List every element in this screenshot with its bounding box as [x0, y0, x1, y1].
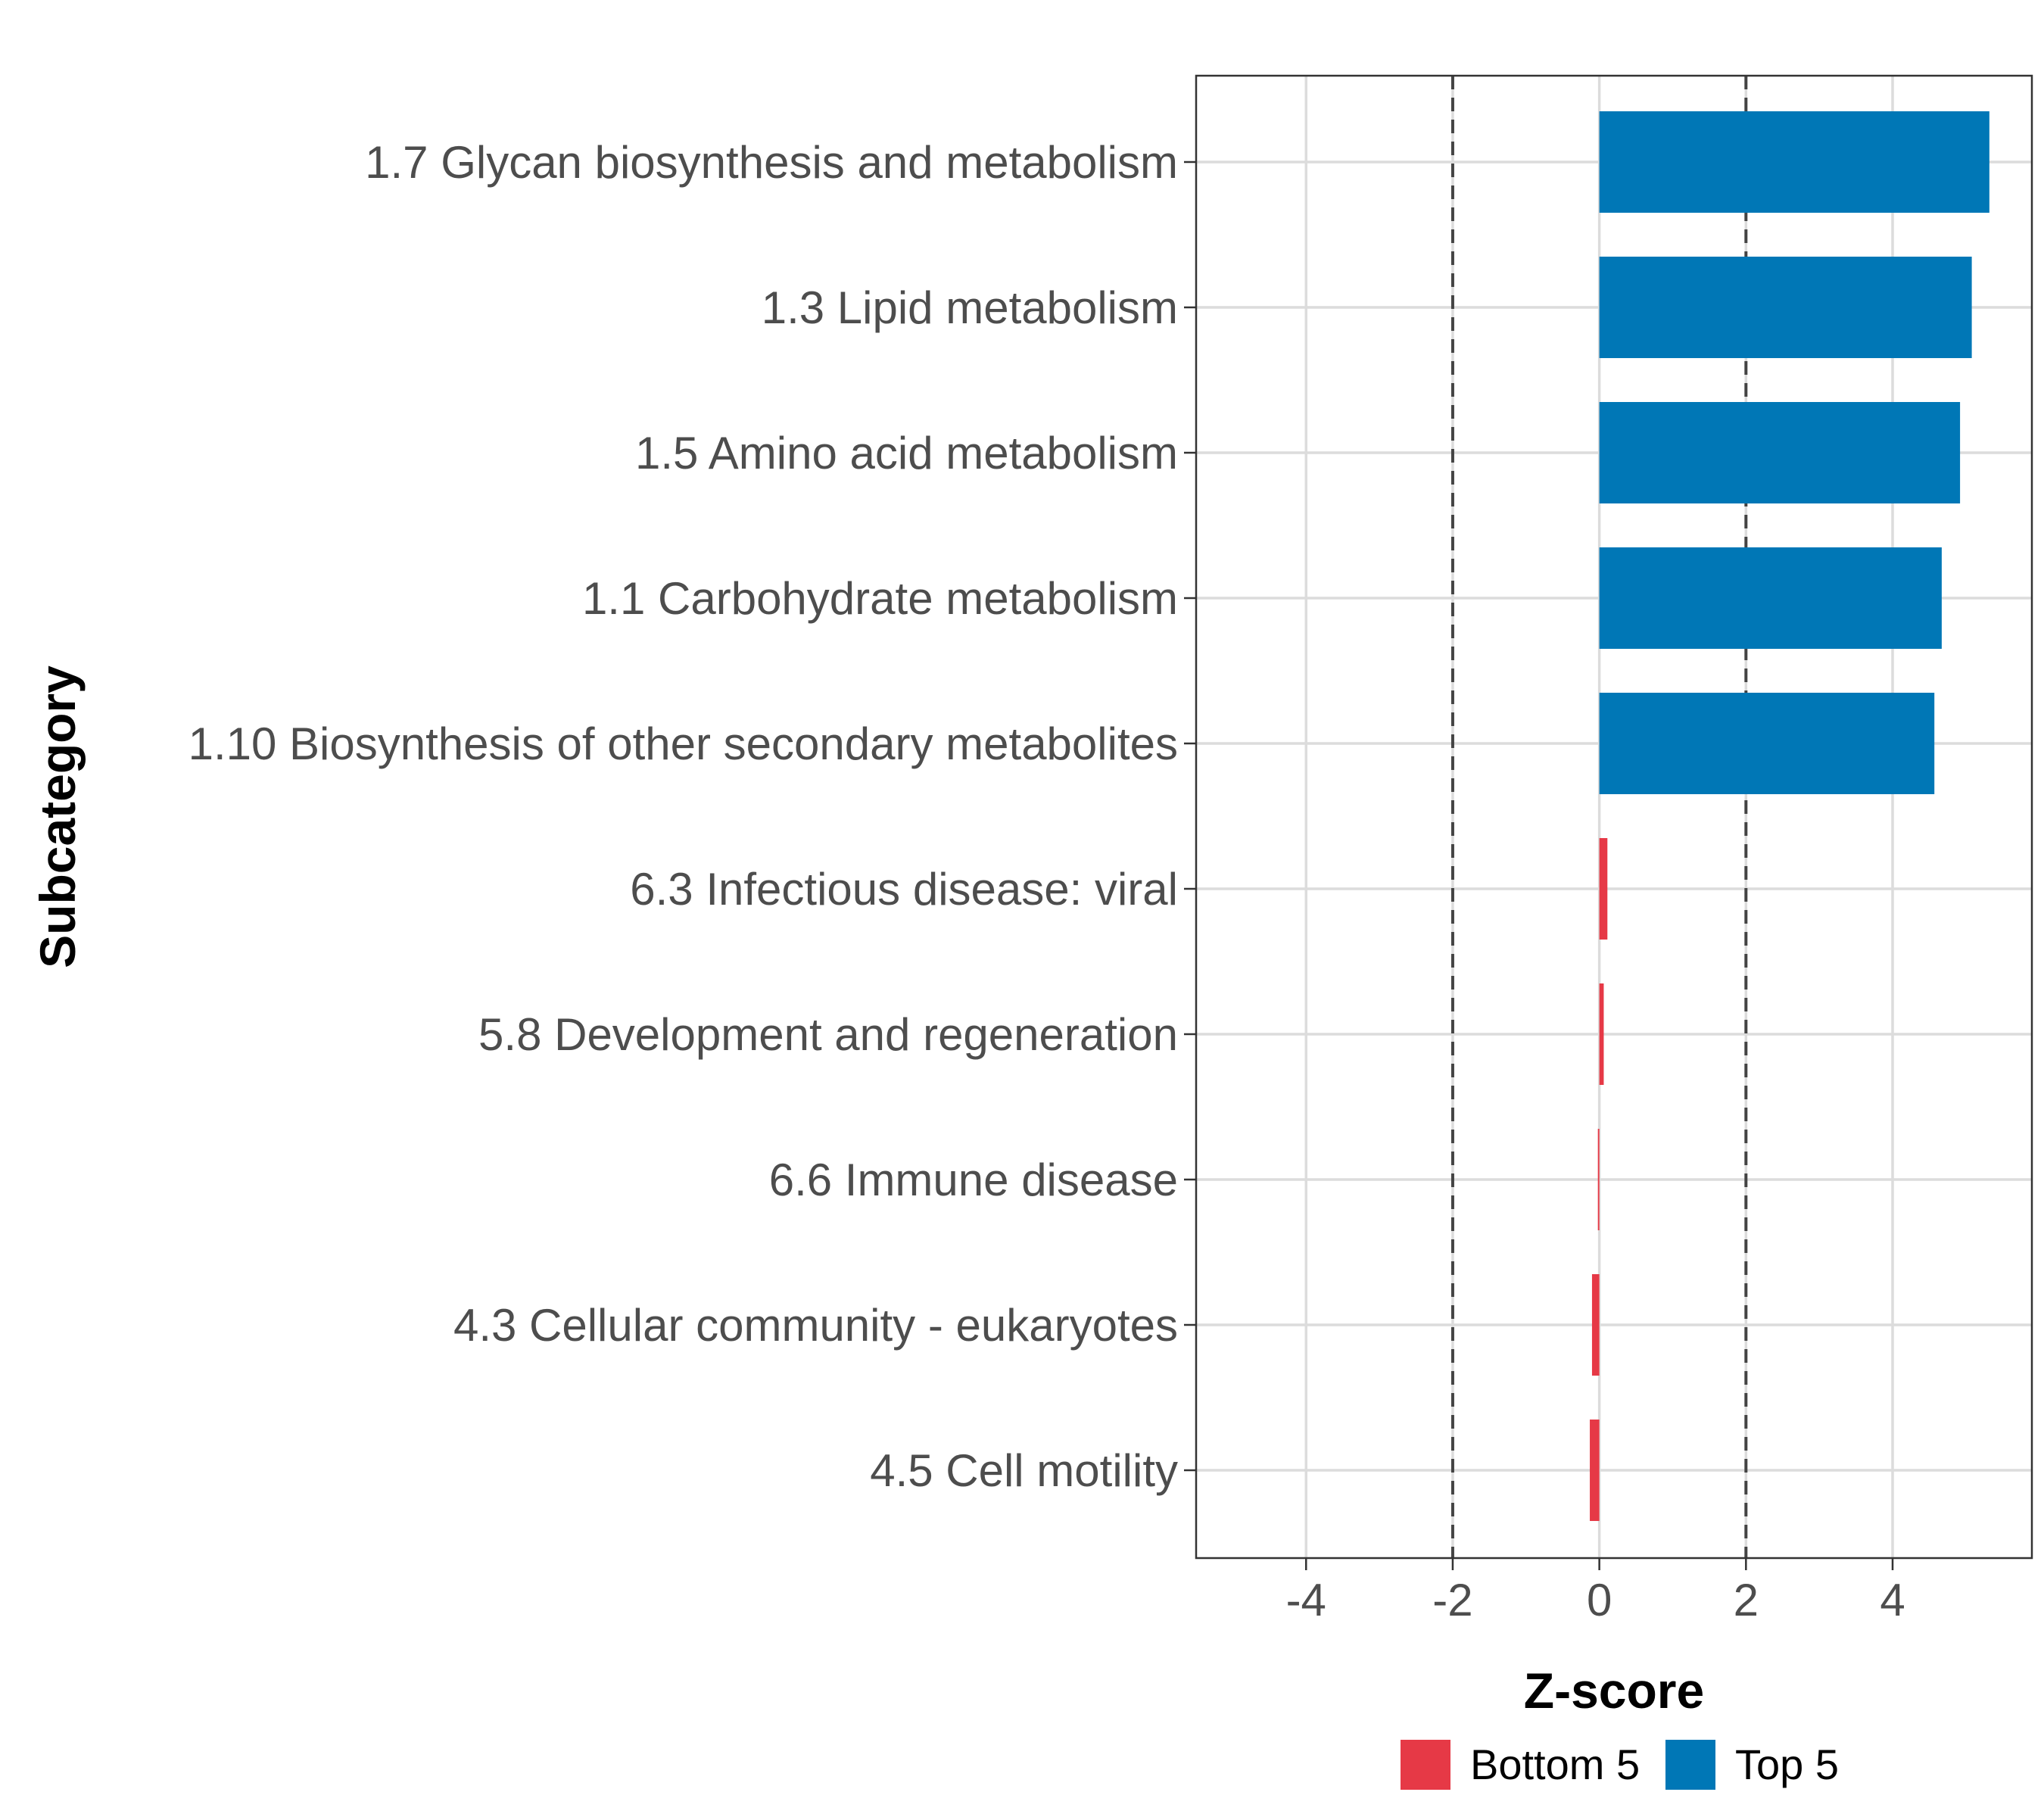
bar [1599, 838, 1608, 940]
y-tick-label: 1.5 Amino acid metabolism [635, 428, 1178, 478]
legend-key [1401, 1740, 1450, 1790]
legend-key [1665, 1740, 1715, 1790]
y-tick-label: 1.7 Glycan biosynthesis and metabolism [365, 137, 1178, 188]
y-tick-label: 6.3 Infectious disease: viral [630, 864, 1178, 915]
y-tick-label: 1.1 Carbohydrate metabolism [582, 573, 1178, 624]
y-tick-label: 5.8 Development and regeneration [478, 1009, 1178, 1060]
y-axis-title: Subcategory [30, 665, 86, 968]
y-tick-label: 1.10 Biosynthesis of other secondary met… [189, 718, 1178, 769]
bar [1597, 1129, 1600, 1230]
panel-border [1195, 74, 2033, 1560]
bar [1599, 402, 1961, 503]
legend-label: Top 5 [1735, 1741, 1839, 1788]
bar [1599, 693, 1935, 794]
x-tick-label: -2 [1432, 1575, 1472, 1625]
x-axis: -4 -2 0 2 4 [1286, 1558, 1905, 1625]
bar [1590, 1420, 1600, 1521]
bars [1590, 111, 1989, 1521]
y-tick-label: 4.5 Cell motility [870, 1445, 1178, 1496]
x-tick-label: 2 [1734, 1575, 1759, 1625]
bar [1599, 111, 1989, 213]
y-tick-label: 1.3 Lipid metabolism [762, 282, 1178, 333]
x-axis-title: Z-score [1524, 1663, 1704, 1719]
y-axis: 1.7 Glycan biosynthesis and metabolism 1.… [189, 137, 1196, 1496]
y-tick-label: 6.6 Immune disease [769, 1155, 1178, 1205]
legend: Bottom 5 Top 5 [1401, 1740, 1839, 1790]
bar [1599, 257, 1972, 358]
bar [1599, 983, 1604, 1085]
legend-label: Bottom 5 [1470, 1741, 1640, 1788]
x-tick-label: 4 [1880, 1575, 1905, 1625]
bar [1599, 547, 1942, 649]
y-tick-label: 4.3 Cellular community - eukaryotes [453, 1300, 1178, 1351]
bar [1591, 1274, 1600, 1376]
x-tick-label: -4 [1286, 1575, 1326, 1625]
x-tick-label: 0 [1587, 1575, 1612, 1625]
